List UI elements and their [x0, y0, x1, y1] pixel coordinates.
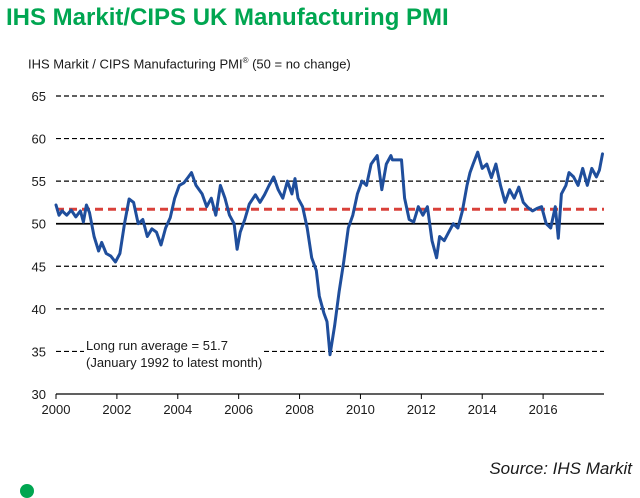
y-tick-label: 40 [32, 302, 46, 317]
y-tick-label: 50 [32, 217, 46, 232]
x-tick-label: 2016 [529, 402, 558, 417]
y-tick-label: 65 [32, 89, 46, 104]
pmi-series-line [54, 150, 604, 357]
source-label: Source: IHS Markit [489, 459, 632, 478]
x-tick-label: 2014 [468, 402, 497, 417]
x-tick-label: 2010 [346, 402, 375, 417]
grid-lines [56, 95, 604, 395]
y-tick-label: 30 [32, 387, 46, 402]
chart-y-axis-label: IHS Markit / CIPS Manufacturing PMI® (50… [28, 56, 351, 71]
x-tick-label: 2002 [102, 402, 131, 417]
note-line-2: (January 1992 to latest month) [86, 355, 263, 370]
y-tick-label: 45 [32, 259, 46, 274]
x-tick-label: 2000 [42, 402, 71, 417]
x-tick-label: 2004 [163, 402, 192, 417]
y-tick-label: 55 [32, 174, 46, 189]
x-tick-label: 2008 [285, 402, 314, 417]
y-tick-labels: 30 35 40 45 50 55 60 65 [32, 89, 46, 402]
note-line-1: Long run average = 51.7 [86, 338, 229, 353]
x-tick-label: 2012 [407, 402, 436, 417]
series-layer [54, 150, 604, 357]
brand-dot-icon [20, 484, 34, 498]
subtitle-note: (50 = no change) [248, 56, 351, 72]
y-tick-label: 35 [32, 344, 46, 359]
long-run-average-note: Long run average = 51.7 (January 1992 to… [84, 337, 265, 371]
registered-mark: ® [242, 56, 249, 65]
y-tick-label: 60 [32, 132, 46, 147]
x-tick-label: 2006 [224, 402, 253, 417]
subtitle-main: IHS Markit / CIPS Manufacturing PMI [28, 56, 243, 72]
x-tick-labels: 2000 2002 2004 2006 2008 2010 2012 2014 2016 [42, 394, 558, 417]
page-title: IHS Markit/CIPS UK Manufacturing PMI [6, 4, 449, 31]
